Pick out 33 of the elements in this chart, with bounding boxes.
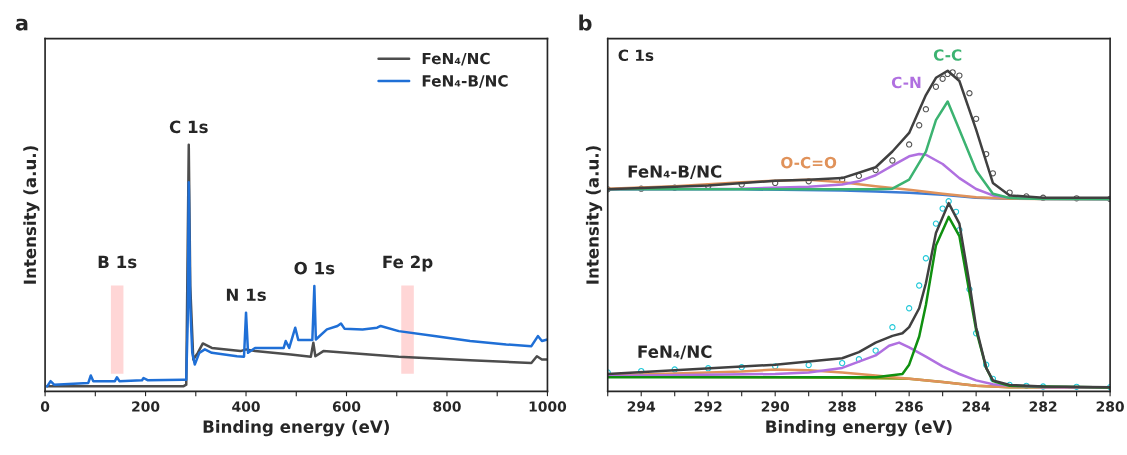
- x-tick-label: 290: [761, 401, 790, 412]
- text: C 1s: [618, 49, 654, 62]
- text: C-N: [891, 76, 921, 89]
- x-tick-label: 1000: [529, 401, 567, 412]
- annotation: FeN₄/NC: [638, 345, 712, 360]
- x-tick-label: 294: [627, 401, 656, 412]
- y-axis-title: Intensity (a.u.): [23, 146, 40, 284]
- legend-label: FeN₄-B/NC: [422, 75, 508, 88]
- chart-title: a: [15, 18, 28, 31]
- annotation: C 1s: [169, 120, 208, 134]
- x-tick-label: 286: [895, 401, 923, 412]
- x-tick-label: 288: [828, 401, 856, 412]
- annotation: O 1s: [294, 261, 335, 275]
- y-axis-title: Intensity (a.u.): [585, 146, 603, 284]
- x-tick-label: 800: [433, 401, 461, 412]
- band-label: Fe 2p: [383, 255, 433, 272]
- x-tick-label: 292: [694, 401, 722, 412]
- band-label: B 1s: [98, 255, 137, 269]
- x-tick-label: 200: [132, 401, 160, 412]
- annotation: N 1s: [226, 288, 266, 302]
- annotation: FeN₄-B/NC: [628, 165, 722, 180]
- x-tick-label: 0: [40, 401, 50, 412]
- x-axis-title: Binding energy (eV): [203, 420, 389, 437]
- x-tick-label: 280: [1096, 401, 1124, 412]
- x-axis-title: Binding energy (eV): [766, 420, 952, 437]
- text: C-C: [933, 49, 962, 61]
- x-tick-label: 282: [1029, 401, 1057, 412]
- series-label: O-C=O: [781, 156, 837, 169]
- x-tick-label: 400: [232, 401, 260, 412]
- x-tick-label: 600: [332, 401, 361, 412]
- legend-label: FeN₄/NC: [422, 52, 490, 66]
- x-tick-label: 284: [962, 401, 990, 412]
- chart-title: b: [579, 14, 592, 31]
